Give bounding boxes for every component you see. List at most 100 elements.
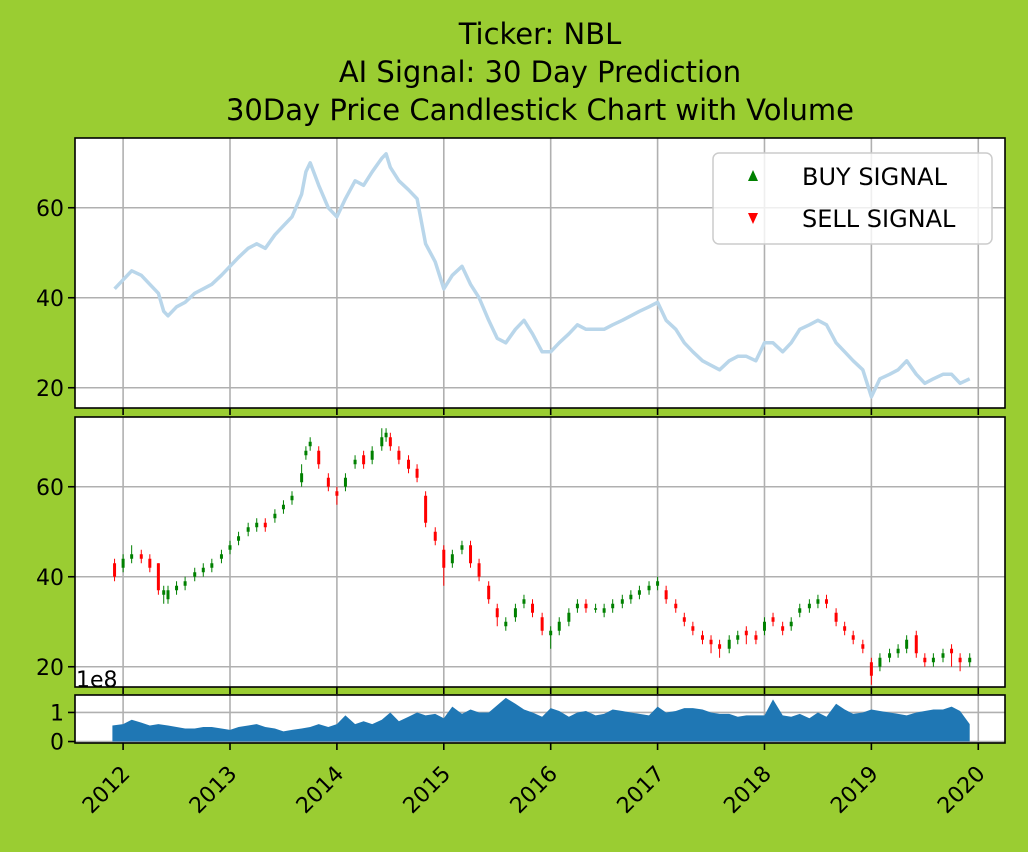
candle-body bbox=[397, 450, 401, 460]
candle-body bbox=[487, 585, 491, 600]
candle-body bbox=[736, 635, 740, 640]
candle-body bbox=[682, 617, 686, 622]
candle-body bbox=[460, 545, 464, 550]
candle-body bbox=[477, 563, 481, 577]
x-tick-label-2014: 2014 bbox=[292, 762, 349, 819]
title-line-2: AI Signal: 30 Day Prediction bbox=[339, 55, 741, 89]
candle-body bbox=[362, 455, 366, 465]
x-tick-label-2012: 2012 bbox=[78, 762, 135, 819]
candle-body bbox=[941, 653, 945, 658]
candle-body bbox=[433, 531, 437, 541]
candle-body bbox=[540, 617, 544, 631]
candle-body bbox=[304, 450, 308, 456]
candle-body bbox=[888, 653, 892, 658]
legend-buy-label: BUY SIGNAL bbox=[802, 163, 948, 191]
candle-body bbox=[905, 639, 909, 649]
sell-signal-marker-icon bbox=[748, 213, 758, 224]
volume-offset-label: 1e8 bbox=[76, 668, 118, 693]
candle-body bbox=[718, 644, 722, 649]
candle-body bbox=[343, 477, 347, 487]
candle-body bbox=[557, 621, 561, 631]
candle-body bbox=[584, 603, 588, 609]
candle-body bbox=[201, 567, 205, 573]
x-tick-label-2017: 2017 bbox=[613, 762, 670, 819]
candle-body bbox=[798, 608, 802, 613]
candle-body bbox=[878, 657, 882, 667]
candle-body bbox=[415, 468, 419, 478]
candle-body bbox=[495, 608, 499, 618]
candle-y-tick-label: 40 bbox=[36, 566, 64, 591]
candle-body bbox=[281, 504, 285, 510]
candle-panel-frame bbox=[74, 416, 1006, 688]
candle-body bbox=[620, 599, 624, 604]
x-tick-label-2018: 2018 bbox=[719, 762, 776, 819]
candle-body bbox=[575, 603, 579, 609]
candle-body bbox=[664, 590, 668, 600]
x-tick-label-2015: 2015 bbox=[399, 762, 456, 819]
candle-body bbox=[958, 657, 962, 663]
candle-body bbox=[183, 581, 187, 586]
candle-body bbox=[700, 635, 704, 640]
candle-body bbox=[193, 572, 197, 577]
candle-body bbox=[744, 630, 748, 636]
candle-panel-background bbox=[75, 417, 1005, 687]
candle-body bbox=[931, 657, 935, 663]
candle-body bbox=[861, 644, 865, 649]
candle-body bbox=[219, 554, 223, 559]
candle-y-tick-label: 60 bbox=[36, 476, 64, 501]
price-line bbox=[113, 152, 971, 399]
candle-body bbox=[300, 473, 304, 483]
candle-body bbox=[816, 599, 820, 604]
candle-body bbox=[162, 590, 166, 595]
candle-body bbox=[914, 635, 918, 654]
candle-body bbox=[130, 554, 134, 559]
candle-body bbox=[326, 477, 330, 487]
candle-body bbox=[407, 459, 411, 469]
candle-body bbox=[602, 608, 606, 613]
candle-body bbox=[807, 603, 811, 609]
candle-body bbox=[139, 554, 143, 559]
volume-panel-frame bbox=[74, 694, 1006, 744]
candle-body bbox=[263, 522, 267, 528]
x-tick-label-2013: 2013 bbox=[185, 762, 242, 819]
price-y-tick-label: 40 bbox=[36, 287, 64, 312]
candle-body bbox=[834, 612, 838, 622]
candle-body bbox=[869, 662, 873, 676]
candle-body bbox=[656, 581, 660, 586]
candle-body bbox=[567, 612, 571, 622]
candle-body bbox=[469, 545, 473, 564]
candle-body bbox=[843, 626, 847, 631]
candle-body bbox=[709, 639, 713, 645]
candle-body bbox=[771, 617, 775, 622]
candle-body bbox=[851, 635, 855, 640]
volume-y-tick-label: 1 bbox=[50, 701, 64, 726]
candle-body bbox=[594, 608, 598, 610]
candle-body bbox=[148, 558, 152, 568]
candle-body bbox=[228, 545, 232, 550]
title-line-3: 30Day Price Candlestick Chart with Volum… bbox=[226, 93, 854, 127]
legend-sell-label: SELL SIGNAL bbox=[802, 205, 956, 233]
price-panel-frame bbox=[74, 137, 1006, 409]
candle-body bbox=[370, 450, 374, 460]
candle-body bbox=[384, 432, 388, 438]
candle-body bbox=[824, 599, 828, 604]
buy-signal-marker-icon bbox=[748, 170, 758, 181]
candle-body bbox=[255, 522, 259, 528]
candle-body bbox=[950, 648, 954, 654]
candle-body bbox=[789, 621, 793, 627]
candle-body bbox=[968, 657, 972, 663]
candle-body bbox=[424, 495, 428, 523]
candle-body bbox=[442, 549, 446, 568]
volume-y-tick-label: 0 bbox=[50, 731, 64, 756]
candle-body bbox=[727, 639, 731, 649]
candle-body bbox=[121, 558, 125, 568]
candle-body bbox=[754, 635, 758, 640]
candle-body bbox=[335, 491, 339, 496]
candle-body bbox=[166, 590, 170, 600]
candle-series bbox=[113, 428, 972, 685]
price-y-tick-label: 20 bbox=[36, 377, 64, 402]
title-line-1: Ticker: NBL bbox=[458, 17, 622, 51]
x-tick-label-2020: 2020 bbox=[933, 762, 990, 819]
volume-series bbox=[112, 697, 970, 742]
candle-body bbox=[156, 563, 160, 591]
